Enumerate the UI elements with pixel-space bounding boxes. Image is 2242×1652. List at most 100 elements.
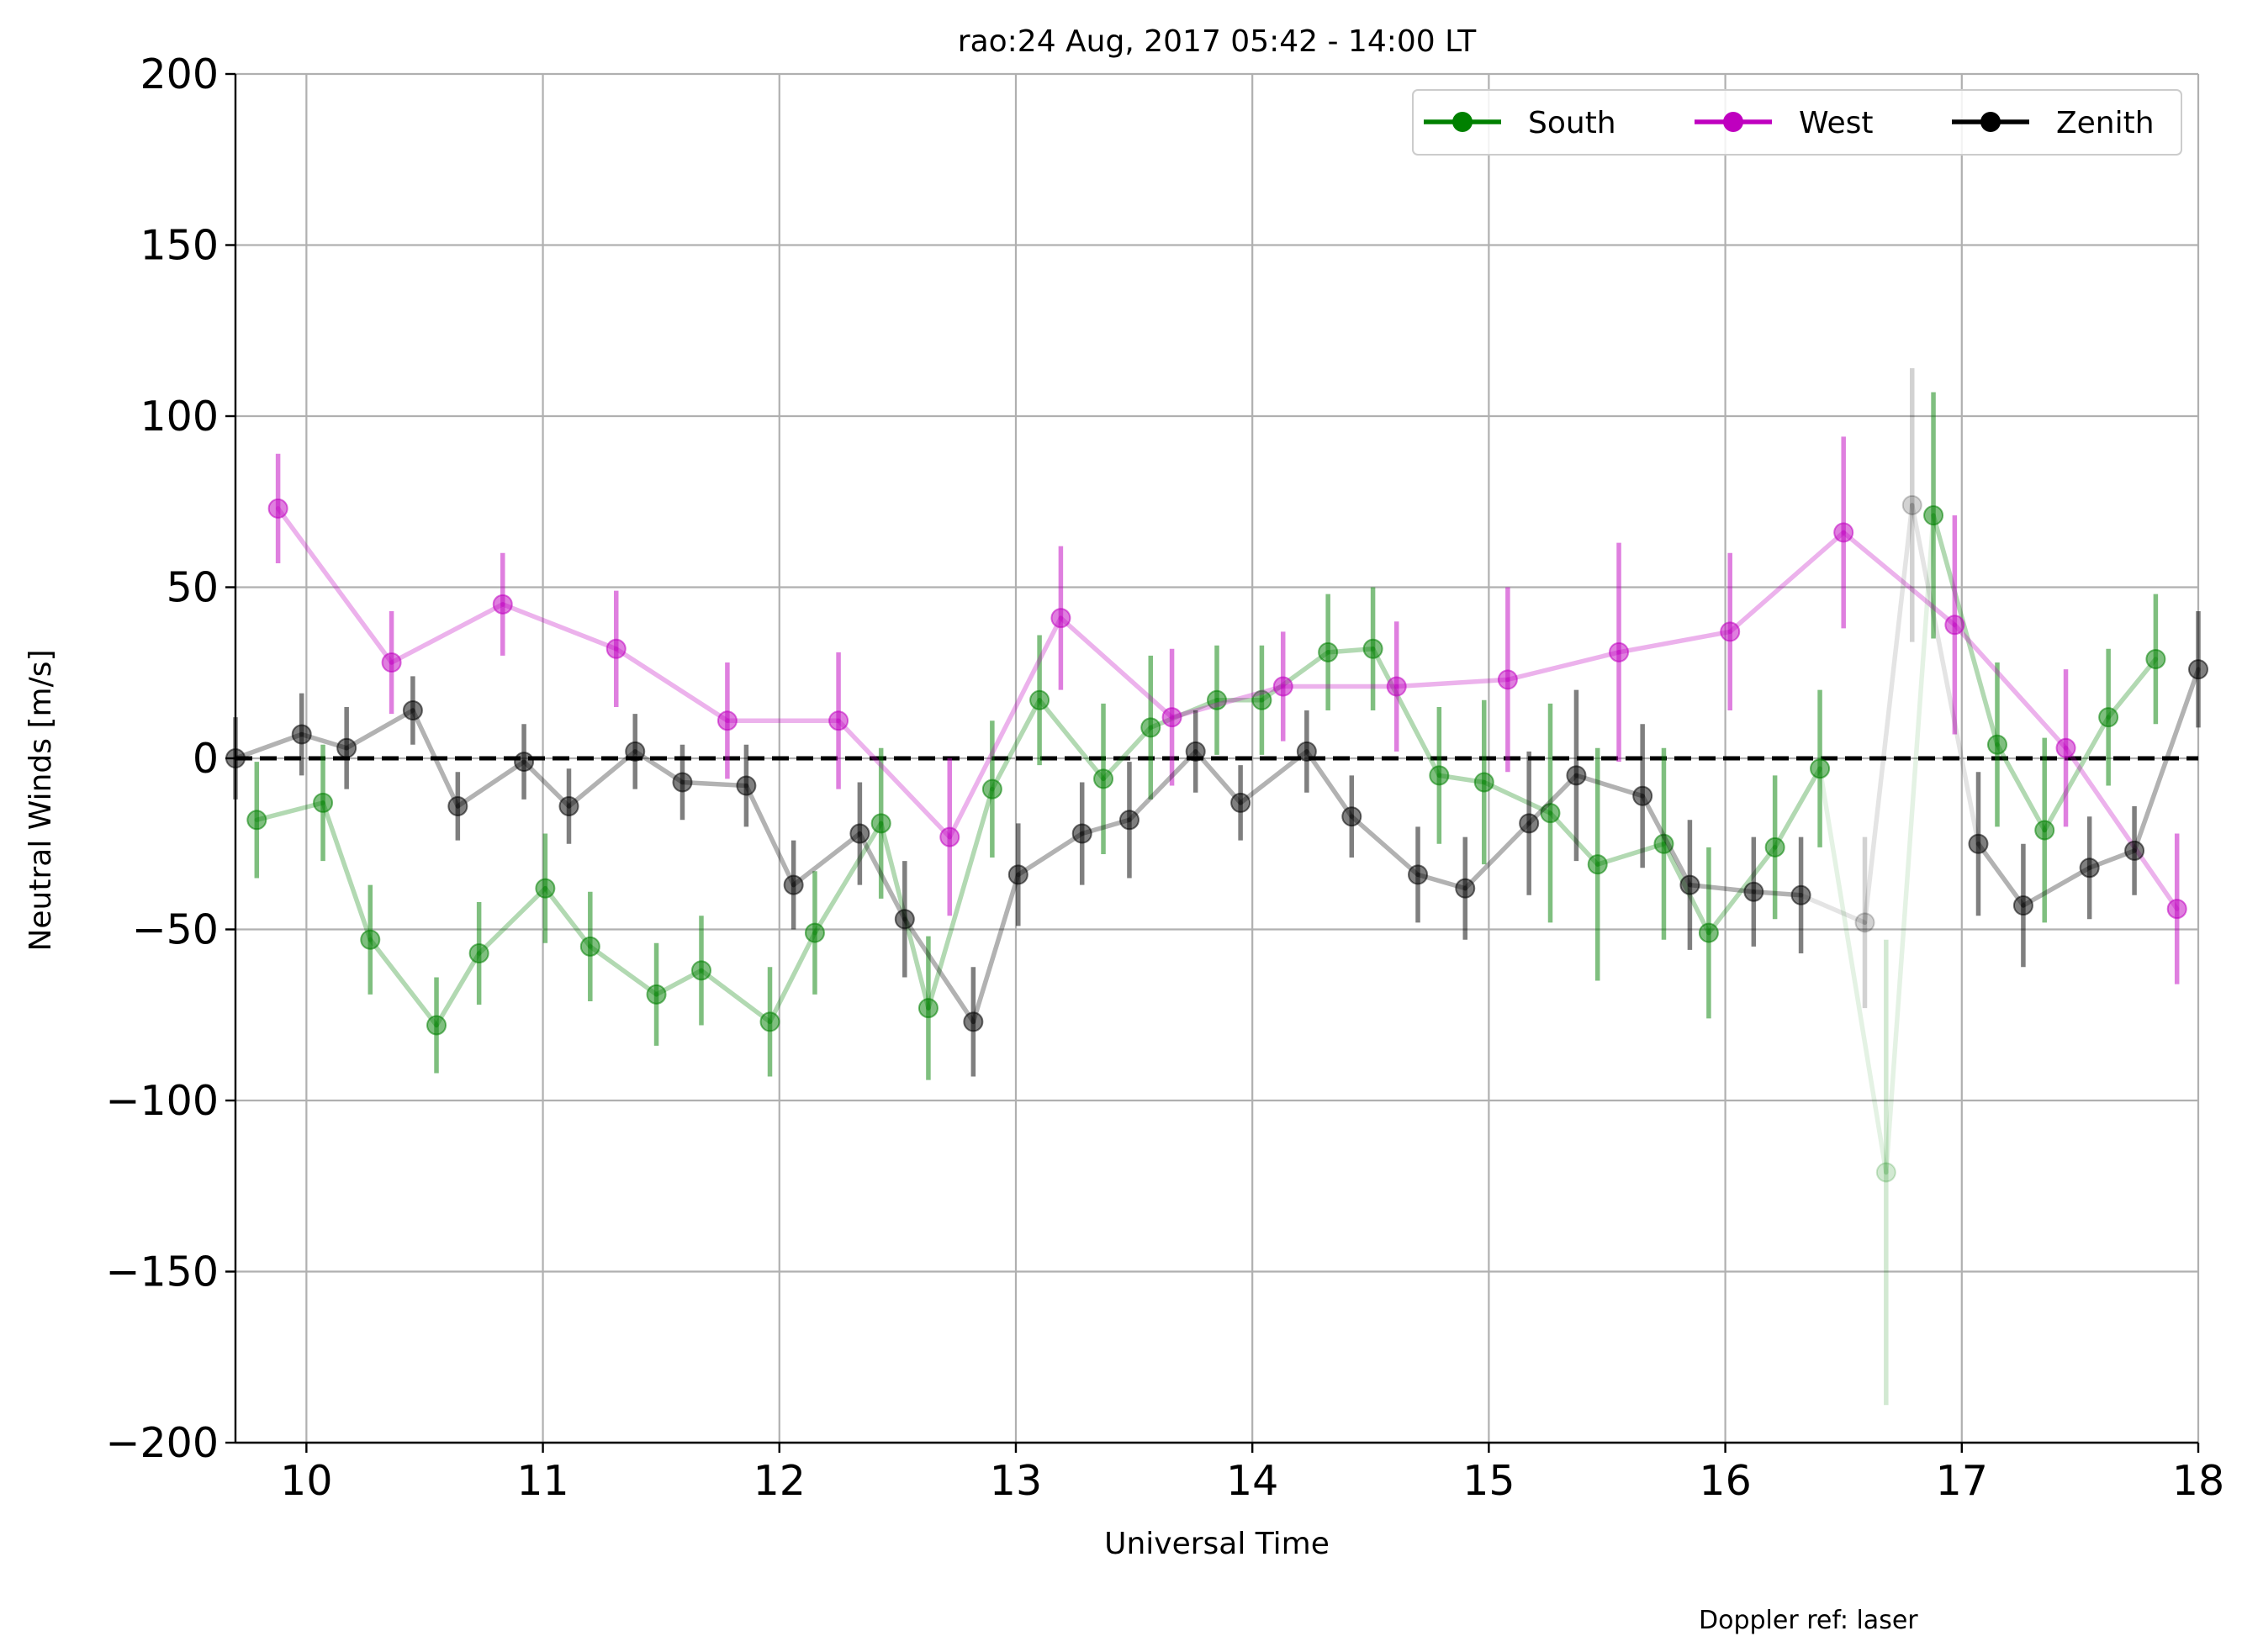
series-zenith-line-segment	[1349, 814, 1420, 878]
legend-marker-zenith	[1980, 112, 2001, 132]
series-west-point	[1497, 669, 1518, 690]
series-zenith-point	[783, 874, 804, 895]
chart-title: rao:24 Aug, 2017 05:42 - 14:00 LT	[958, 24, 1477, 59]
series-zenith-line-segment	[1640, 794, 1693, 888]
series-zenith-line-segment	[1526, 773, 1579, 826]
series-zenith-point	[1743, 881, 1764, 902]
series-zenith-line-segment	[1798, 893, 1868, 926]
x-tick-label: 17	[1936, 1457, 1988, 1505]
series-zenith-line-segment	[455, 759, 526, 809]
series-west-point	[1050, 608, 1071, 629]
series-west-line-segment	[836, 718, 952, 840]
series-west-point	[716, 710, 738, 731]
series-south-line-segment	[1817, 766, 1889, 1175]
series-zenith-point	[1968, 833, 1989, 854]
series-south-line-segment	[1259, 650, 1330, 703]
x-axis-label: Universal Time	[1104, 1527, 1330, 1561]
legend-marker-west	[1723, 112, 1743, 132]
series-zenith-point	[1519, 813, 1540, 834]
series-south-line-segment	[1547, 810, 1600, 867]
series-zenith-point	[2124, 840, 2145, 861]
series-zenith-point	[1185, 741, 1206, 762]
series-zenith-point	[1341, 806, 1362, 827]
series-south-point	[1362, 638, 1383, 659]
series-south-point	[1429, 765, 1450, 786]
series-zenith-point	[1296, 741, 1317, 762]
series-zenith-point	[1632, 785, 1653, 806]
legend-frame	[1412, 89, 2182, 156]
series-west-point	[267, 498, 288, 519]
series-west-line-segment	[275, 506, 394, 665]
series-south-point	[2034, 820, 2055, 841]
series-zenith-point	[514, 752, 535, 773]
series-west-point	[1944, 615, 1965, 636]
series-zenith-point	[1230, 792, 1251, 813]
series-zenith-point	[849, 823, 870, 844]
series-south-line-segment	[320, 800, 373, 942]
series-zenith-line-segment	[1192, 749, 1243, 805]
series-zenith-point	[336, 737, 357, 758]
series-south-point	[2145, 648, 2166, 669]
series-zenith-point	[625, 741, 646, 762]
y-tick-label: 100	[140, 393, 219, 441]
series-south-line-segment	[1706, 845, 1778, 936]
series-south-point	[1093, 768, 1114, 789]
series-south-point	[1587, 854, 1608, 875]
x-tick-label: 16	[1699, 1457, 1751, 1505]
series-south-point	[1251, 689, 1272, 710]
series-zenith-point	[963, 1011, 984, 1032]
series-west-point	[1161, 707, 1182, 728]
series-zenith-line-segment	[970, 872, 1021, 1025]
y-axis-label: Neutral Winds [m/s]	[24, 649, 58, 951]
series-zenith-point	[672, 772, 693, 793]
series-zenith-point	[1455, 878, 1476, 899]
series-west-line-segment	[1169, 683, 1286, 720]
series-zenith-line-segment	[857, 831, 907, 922]
series-south-point	[1318, 641, 1339, 662]
series-zenith-point	[894, 909, 915, 930]
series-zenith-line-segment	[743, 783, 796, 888]
series-zenith-point	[1007, 864, 1028, 885]
series-west-line-segment	[1841, 530, 1958, 628]
series-west-line-segment	[1058, 615, 1175, 720]
series-zenith-point	[736, 775, 757, 796]
series-south-line-segment	[254, 800, 325, 823]
series-zenith-point	[291, 724, 312, 745]
series-west-point	[1720, 621, 1741, 642]
series-south-line-segment	[2106, 657, 2159, 720]
series-south-point	[1653, 833, 1674, 854]
series-south-line-segment	[588, 944, 659, 997]
x-axis-ticks: 10 11 12 13 14 15 16 17 18	[280, 1443, 2224, 1505]
series-south-line-segment	[476, 885, 548, 956]
series-zenith-line-segment	[1016, 831, 1085, 878]
series-zenith-line-segment	[1238, 749, 1309, 805]
series-zenith-point	[1679, 874, 1700, 895]
series-south-point	[1810, 758, 1831, 779]
series-zenith-line-segment	[902, 916, 976, 1025]
series-south-point	[313, 792, 334, 813]
series-south-line-segment	[367, 937, 439, 1028]
series-west-line-segment	[1393, 677, 1510, 689]
legend-label-zenith: Zenith	[2056, 106, 2155, 140]
x-tick-label: 15	[1462, 1457, 1515, 1505]
series-south-point	[917, 998, 939, 1019]
series-south-point	[1698, 922, 1719, 943]
series-south-point	[426, 1015, 447, 1036]
series-south-point	[579, 936, 600, 957]
series-south-line-segment	[1995, 742, 2047, 833]
legend-label-south: South	[1528, 106, 1616, 140]
series-zenith-point	[2012, 895, 2033, 916]
series-zenith-line-segment	[791, 831, 863, 888]
y-tick-label: −200	[105, 1419, 219, 1467]
series-zenith-line-segment	[679, 779, 749, 789]
series-south-line-segment	[767, 930, 817, 1025]
series-west	[267, 436, 2187, 984]
series-south-line-segment	[699, 968, 773, 1025]
y-tick-label: −50	[132, 906, 219, 954]
series-west-line-segment	[1616, 629, 1732, 655]
x-tick-label: 14	[1226, 1457, 1278, 1505]
series-west-line-segment	[1952, 622, 2069, 751]
series-west-point	[492, 594, 513, 615]
series-south-point	[2098, 707, 2119, 728]
